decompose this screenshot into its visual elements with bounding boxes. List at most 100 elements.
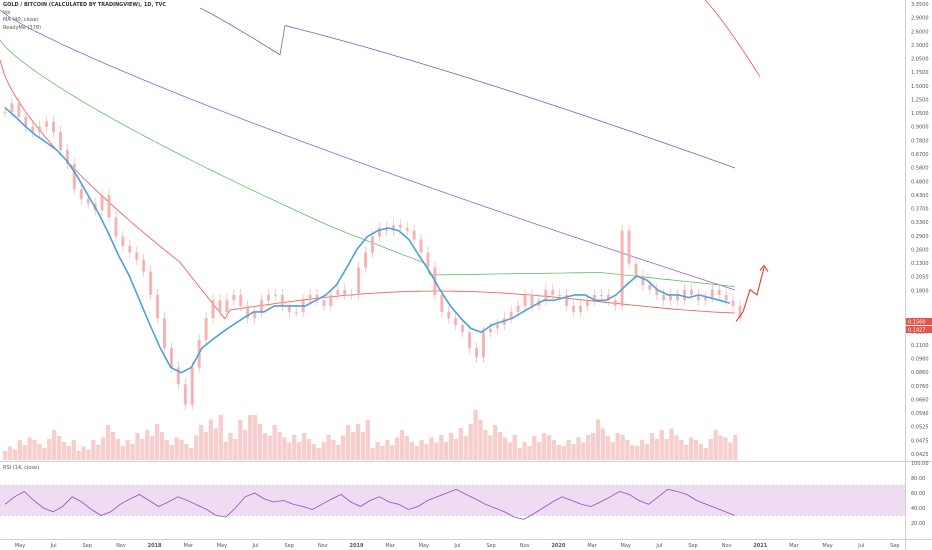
price-candle	[648, 284, 652, 290]
time-tick-label: Sep	[890, 543, 899, 549]
volume-bar	[615, 433, 620, 460]
price-candle	[114, 217, 118, 237]
volume-bar	[698, 444, 704, 460]
price-tick-label: 0.6700	[911, 152, 929, 158]
price-candle	[190, 367, 194, 405]
volume-bar	[341, 435, 346, 460]
volume-bar	[150, 436, 155, 460]
time-tick-label: May	[822, 543, 832, 549]
price-candle	[620, 230, 624, 306]
volume-bar	[512, 435, 517, 460]
price-candle	[86, 199, 90, 204]
volume-bar	[390, 445, 395, 460]
price-candle	[24, 116, 28, 127]
volume-bar	[96, 445, 101, 460]
price-candle	[350, 294, 354, 296]
volume-bar	[56, 436, 62, 460]
time-axis[interactable]: May Jul Sep Nov 2018 Mar May Jul Sep Nov 2019 Mar Ma…	[15, 543, 900, 549]
volume-bar	[61, 442, 67, 460]
volume-bar	[649, 433, 655, 460]
volume-bar	[42, 448, 47, 460]
volume-bar	[125, 440, 130, 460]
volume-bar	[66, 446, 71, 460]
price-candle	[72, 164, 76, 190]
volume-bar	[409, 442, 414, 460]
rsi-band	[0, 485, 905, 516]
price-tick-label: 0.2600	[911, 247, 929, 253]
volume-bar	[488, 435, 493, 460]
volume-bar	[404, 436, 410, 460]
volume-bar	[262, 433, 267, 460]
price-candle	[183, 384, 187, 405]
volume-bar	[47, 439, 52, 460]
price-candle	[315, 294, 319, 301]
price-candle	[689, 289, 693, 295]
time-tick-label: Nov	[722, 543, 732, 549]
price-candle	[634, 263, 638, 276]
price-tick-label: 0.7800	[911, 138, 929, 144]
indicator-readyme[interactable]: ReadyMe (378)	[3, 24, 41, 31]
ma-red-line-top	[704, 0, 761, 78]
volume-bar	[199, 425, 204, 460]
price-candle	[384, 227, 388, 231]
price-candle	[468, 332, 472, 349]
price-candle	[239, 294, 243, 306]
volume-bar	[248, 415, 253, 460]
symbol-title[interactable]: GOLD / BITCOIN (CALCULATED BY TRADINGVIE…	[3, 2, 167, 8]
price-candle	[336, 289, 340, 295]
volume-bar	[301, 433, 307, 460]
price-candle	[211, 300, 215, 319]
price-badge	[906, 326, 932, 333]
price-tick-label: 3.3500	[911, 2, 929, 8]
ma-purple-line	[0, 9, 736, 291]
price-candle	[558, 294, 562, 296]
rsi-legend[interactable]: RSI (14, close)	[3, 465, 40, 471]
volume-bar	[605, 436, 610, 460]
volume-bar	[159, 432, 165, 460]
volume-bar	[576, 437, 581, 460]
price-candle	[440, 294, 444, 312]
indicator-ma[interactable]: MA (40, close)	[3, 17, 39, 23]
volume-bar	[135, 433, 140, 460]
volume-bar	[429, 437, 434, 460]
volume-bar	[463, 436, 468, 460]
indicator-vol[interactable]: Vol	[3, 9, 11, 16]
time-tick-label: Mar	[385, 543, 395, 549]
volume-bar	[581, 442, 586, 460]
volume-bar	[414, 446, 419, 460]
price-candle	[627, 230, 631, 264]
price-candle	[717, 289, 721, 295]
volume-bar	[355, 424, 361, 460]
price-tick-label: 0.0425	[911, 452, 929, 458]
volume-bar	[71, 440, 76, 460]
time-tick-label: Sep	[688, 543, 697, 549]
price-candle	[65, 150, 69, 165]
price-candle	[572, 305, 576, 312]
time-tick-label: Nov	[116, 543, 126, 549]
price-axis[interactable]: 3.3500 2.9000 2.6000 2.3000 2.0500 1.7500 1.50…	[906, 2, 932, 458]
price-candle	[100, 195, 104, 211]
volume-bar	[566, 440, 571, 460]
price-candle	[579, 305, 583, 312]
rsi-axis[interactable]: 100.00 80.00 60.00 40.00 20.00	[911, 461, 929, 527]
volume-bar	[7, 446, 13, 460]
price-tick-label: 0.2050	[911, 275, 929, 281]
volume-bar	[385, 440, 390, 460]
volume-bar	[184, 444, 189, 460]
volume-bar	[52, 430, 57, 460]
price-candle	[156, 294, 160, 319]
volume-bar	[708, 439, 713, 460]
volume-bar	[674, 435, 679, 460]
price-candle	[731, 300, 735, 306]
volume-bar	[169, 445, 174, 460]
price-tick-label: 0.1800	[911, 288, 929, 294]
volume-bar	[238, 420, 243, 460]
price-tick-label: 0.0475	[911, 438, 929, 444]
volume-bar	[497, 432, 503, 460]
volume-bar	[444, 442, 449, 460]
rsi-pane[interactable]	[0, 485, 905, 520]
price-candle	[461, 324, 465, 333]
ma40-line	[4, 107, 731, 374]
time-tick-label: 2021	[753, 543, 767, 549]
